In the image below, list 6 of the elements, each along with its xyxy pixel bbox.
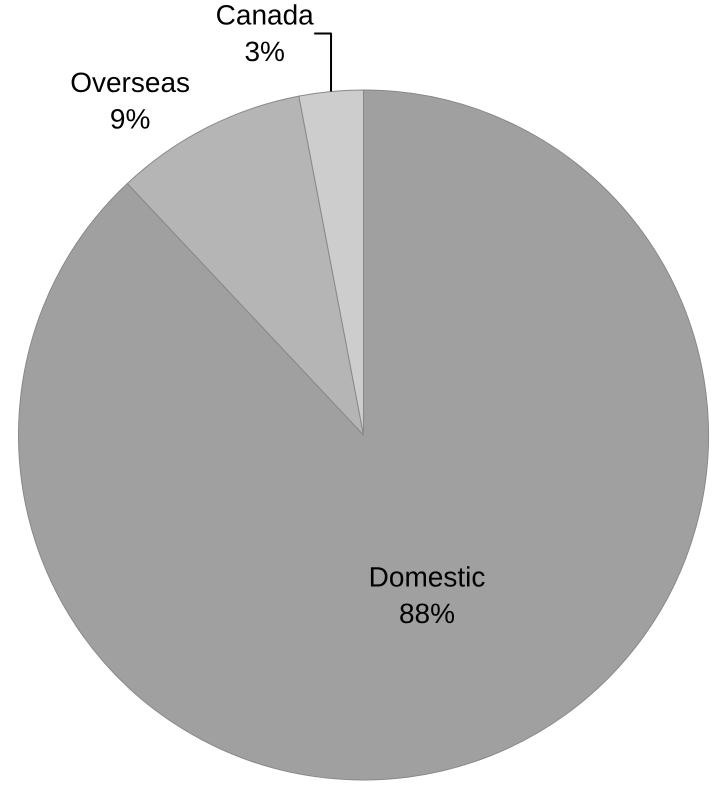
slice-label: Overseas — [70, 67, 190, 98]
data-label: 9% — [110, 104, 150, 135]
slice-label: Canada — [216, 0, 314, 31]
data-label: 3% — [244, 36, 285, 68]
slice-label: Domestic — [368, 562, 486, 593]
data-label: 88% — [398, 598, 456, 630]
